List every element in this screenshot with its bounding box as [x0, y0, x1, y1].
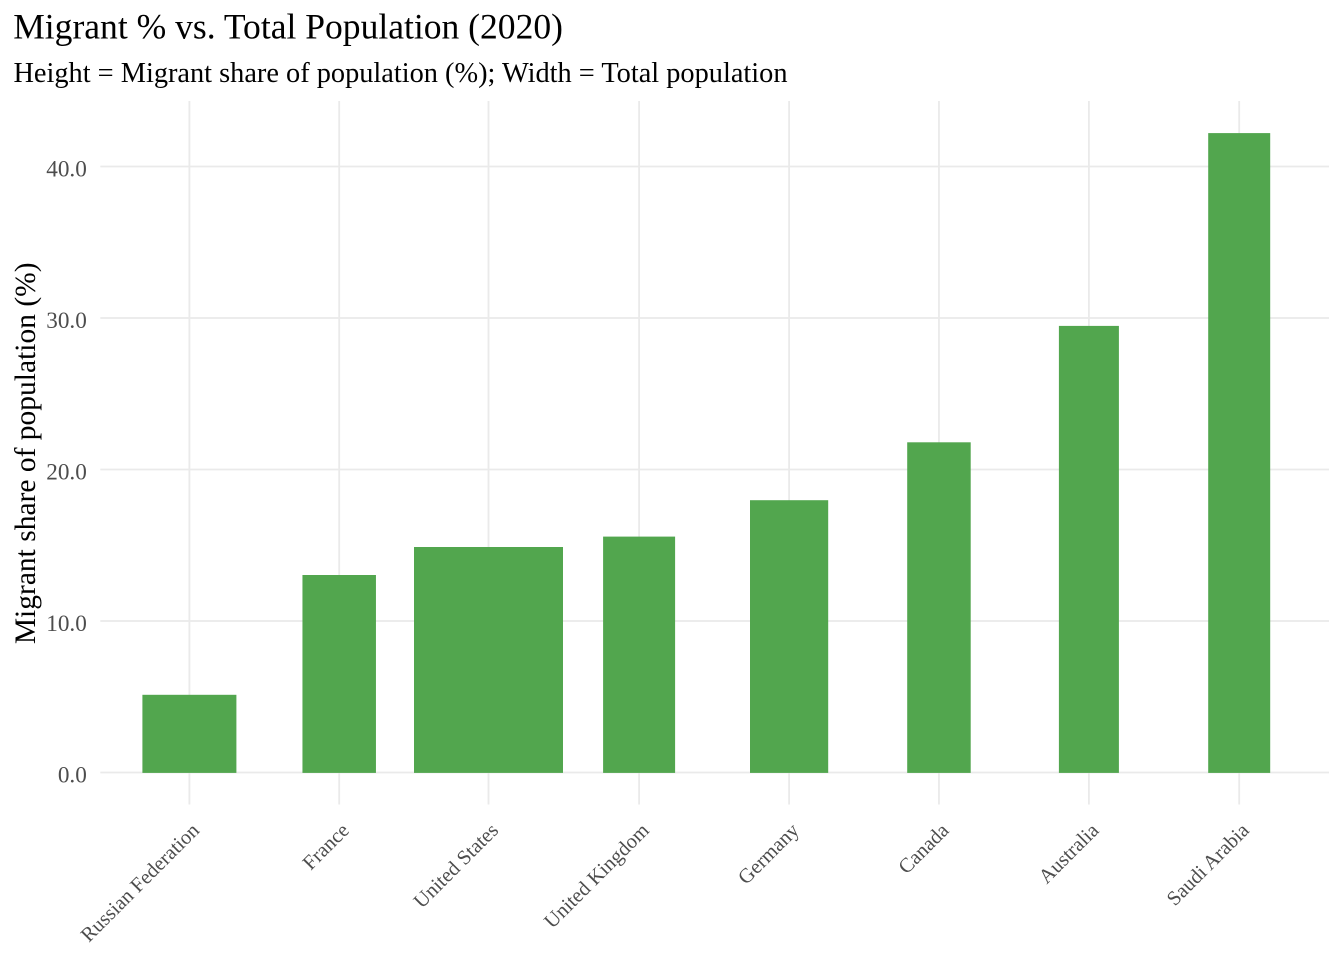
svg-text:40.0: 40.0 [46, 157, 87, 183]
svg-text:Height = Migrant share of popu: Height = Migrant share of population (%)… [13, 58, 787, 89]
svg-text:30.0: 30.0 [46, 308, 87, 334]
svg-text:10.0: 10.0 [46, 611, 87, 637]
svg-text:0.0: 0.0 [58, 763, 87, 789]
svg-text:Migrant share of population (%: Migrant share of population (%) [10, 262, 42, 644]
svg-text:20.0: 20.0 [46, 460, 87, 486]
svg-text:Migrant % vs. Total Population: Migrant % vs. Total Population (2020) [13, 6, 563, 46]
